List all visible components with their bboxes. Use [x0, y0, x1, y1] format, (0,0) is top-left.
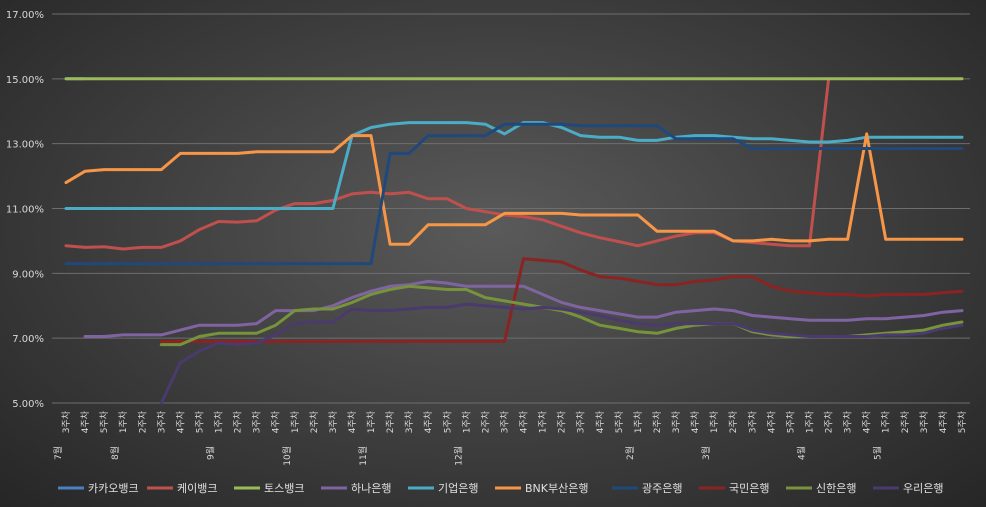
x-tick-label: 5주차 — [784, 410, 796, 433]
legend-label: 하나은행 — [351, 481, 391, 495]
x-tick-label: 2주차 — [479, 410, 491, 433]
x-tick-label: 3주차 — [327, 410, 339, 433]
x-month-label: 3월 — [700, 446, 712, 460]
x-tick-label: 2주차 — [823, 410, 835, 433]
x-tick-label: 4주차 — [79, 410, 91, 433]
series-line-7 — [159, 257, 964, 343]
x-tick-label: 3주차 — [60, 410, 72, 433]
x-month-label: 9월 — [205, 446, 217, 460]
x-tick-label: 3주차 — [670, 410, 682, 433]
x-tick-label: 4주차 — [518, 410, 530, 433]
x-tick-label: 2주차 — [556, 410, 568, 433]
y-tick-label: 13.00% — [6, 140, 44, 151]
x-month-label: 4월 — [795, 446, 807, 460]
x-tick-label: 4주차 — [861, 410, 873, 433]
x-tick-label: 4주차 — [422, 410, 434, 433]
x-tick-label: 4주차 — [346, 410, 358, 433]
x-tick-label: 1주차 — [803, 410, 815, 433]
series-line-5 — [64, 132, 964, 246]
x-tick-label: 4주차 — [174, 410, 186, 433]
legend-label: BNK부산은행 — [525, 482, 588, 495]
x-tick-label: 1주차 — [213, 410, 225, 433]
legend-label: 광주은행 — [642, 482, 682, 495]
x-month-label: 12월 — [452, 446, 464, 466]
x-tick-label: 2주차 — [136, 410, 148, 433]
x-tick-label: 5주차 — [956, 410, 968, 433]
x-month-label: 10월 — [281, 446, 293, 466]
x-tick-label: 5주차 — [613, 410, 625, 433]
series-line-6 — [64, 122, 964, 266]
x-tick-label: 3주차 — [918, 410, 930, 433]
legend-label: 토스뱅크 — [264, 482, 304, 495]
x-tick-label: 1주차 — [537, 410, 549, 433]
y-tick-label: 15.00% — [6, 75, 44, 86]
x-tick-label: 2주차 — [232, 410, 244, 433]
x-tick-label: 1주차 — [460, 410, 472, 433]
y-tick-label: 17.00% — [6, 10, 44, 21]
x-tick-label: 3주차 — [155, 410, 167, 433]
legend-label: 카카오뱅크 — [88, 482, 139, 495]
x-tick-label: 4주차 — [937, 410, 949, 433]
x-tick-label: 2주차 — [384, 410, 396, 433]
series-line-4 — [64, 121, 964, 210]
legend-label: 우리은행 — [903, 482, 943, 495]
x-tick-label: 3주차 — [842, 410, 854, 433]
x-tick-label: 3주차 — [251, 410, 263, 433]
x-tick-label: 2주차 — [308, 410, 320, 433]
y-tick-label: 5.00% — [12, 399, 44, 410]
x-tick-label: 5주차 — [193, 410, 205, 433]
x-tick-label: 1주차 — [880, 410, 892, 433]
legend-label: 신한은행 — [816, 482, 856, 495]
x-month-label: 5월 — [872, 446, 884, 460]
series-line-3 — [83, 279, 964, 338]
x-month-label: 8월 — [109, 446, 121, 460]
y-axis-tick-labels: 5.00% 7.00% 9.00% 11.00% 13.00% 15.00% 17.00% — [6, 10, 44, 410]
x-tick-label: 2주차 — [899, 410, 911, 433]
x-tick-label: 5주차 — [98, 410, 110, 433]
x-tick-label: 3주차 — [403, 410, 415, 433]
x-month-label: 11월 — [357, 446, 369, 466]
x-axis-tick-labels: 3주차 4주차 5주차 1주차 2주차 3주차 4주차 5주차 1주차 2주차 3주차 4주차 1주차 2… — [52, 410, 968, 465]
x-month-label: 2월 — [624, 446, 636, 460]
x-tick-label: 5주차 — [441, 410, 453, 433]
x-tick-label: 4주차 — [270, 410, 282, 433]
x-month-label: 7월 — [52, 446, 64, 460]
legend-label: 기업은행 — [438, 482, 478, 495]
x-tick-label: 2주차 — [651, 410, 663, 433]
x-tick-label: 3주차 — [746, 410, 758, 433]
x-tick-label: 1주차 — [708, 410, 720, 433]
legend-label: 케이뱅크 — [177, 482, 217, 495]
series-lines — [64, 77, 964, 405]
x-tick-label: 1주차 — [117, 410, 129, 433]
x-tick-label: 4주차 — [765, 410, 777, 433]
series-line-9 — [159, 302, 964, 405]
legend-label: 국민은행 — [729, 482, 769, 495]
x-tick-label: 3주차 — [575, 410, 587, 433]
x-tick-label: 1주차 — [365, 410, 377, 433]
legend: 카카오뱅크 케이뱅크 토스뱅크 하나은행 기업은행 BNK부산은행 광주은행 국민은행 신한은행… — [58, 481, 943, 495]
y-tick-label: 11.00% — [6, 205, 44, 216]
x-tick-label: 3주차 — [498, 410, 510, 433]
x-tick-label: 2주차 — [727, 410, 739, 433]
x-tick-label: 1주차 — [632, 410, 644, 433]
x-tick-label: 4주차 — [594, 410, 606, 433]
y-tick-label: 7.00% — [12, 334, 44, 345]
x-tick-label: 1주차 — [289, 410, 301, 433]
x-tick-label: 4주차 — [689, 410, 701, 433]
y-tick-label: 9.00% — [12, 269, 44, 280]
series-line-1 — [64, 77, 831, 251]
